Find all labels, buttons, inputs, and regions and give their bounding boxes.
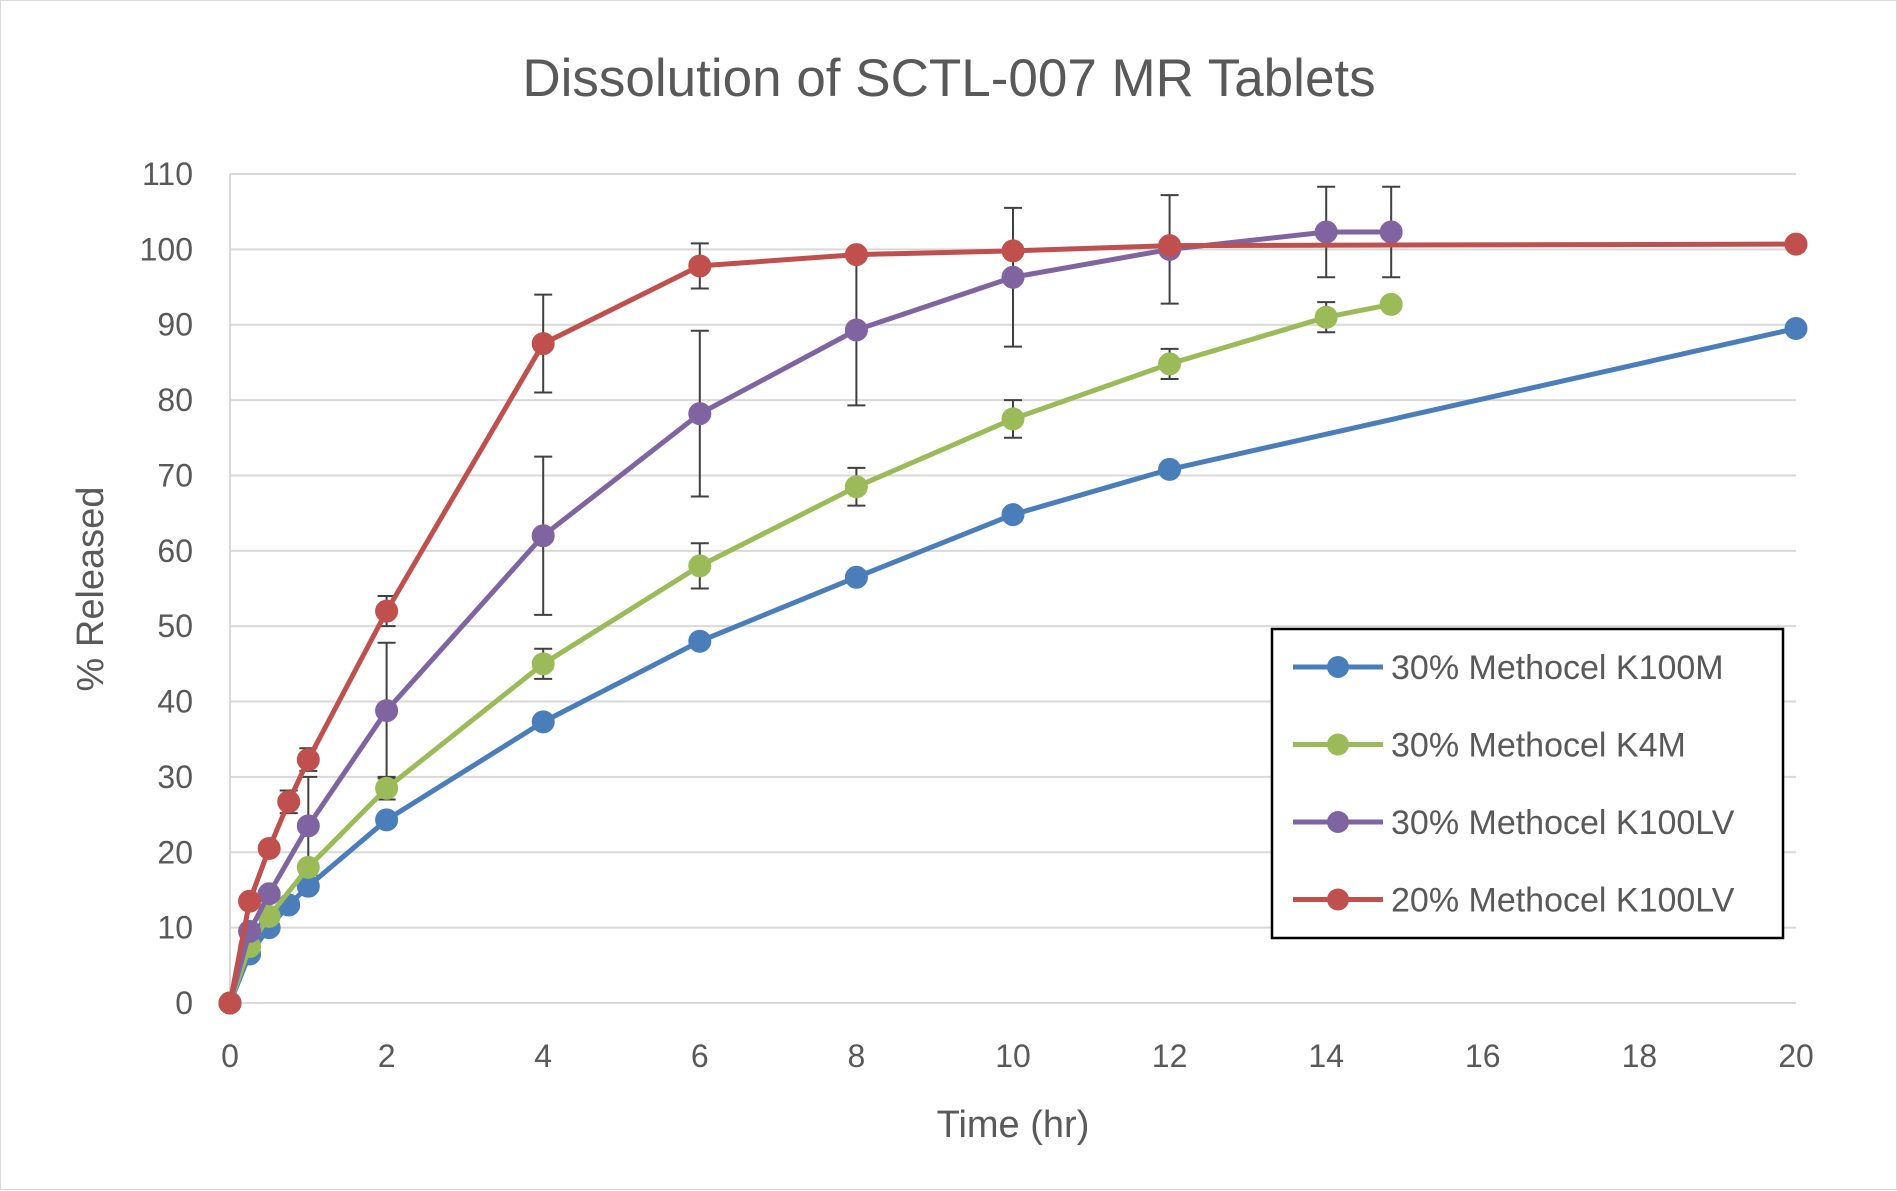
x-tick-label: 8 — [848, 1038, 866, 1074]
data-point — [1001, 503, 1025, 527]
y-tick-label: 90 — [157, 307, 193, 343]
data-point — [1379, 220, 1403, 244]
data-point — [1158, 352, 1182, 376]
y-tick-label: 30 — [157, 759, 193, 795]
data-point — [531, 524, 555, 548]
legend-item: 30% Methocel K100LV — [1293, 804, 1735, 842]
series-group — [218, 220, 1808, 1015]
legend-label: 20% Methocel K100LV — [1391, 882, 1735, 920]
legend: 30% Methocel K100M 30% Methocel K4M 30% Me… — [1270, 627, 1785, 940]
y-tick-label: 100 — [140, 231, 193, 267]
x-axis-title: Time (hr) — [937, 1104, 1090, 1146]
x-tick-label: 12 — [1152, 1038, 1188, 1074]
y-tick-label: 70 — [157, 457, 193, 493]
legend-swatch-marker — [1327, 656, 1349, 678]
series-4 — [218, 232, 1808, 1015]
data-point — [375, 776, 399, 800]
data-point — [1001, 265, 1025, 289]
y-tick-labels: 0 10 20 30 40 50 60 70 80 90 100 110 — [140, 156, 193, 1021]
y-tick-label: 50 — [157, 608, 193, 644]
data-point — [375, 808, 399, 832]
data-point — [844, 243, 868, 267]
legend-swatch-marker — [1327, 811, 1349, 833]
data-point — [1314, 220, 1338, 244]
legend-item: 30% Methocel K100M — [1293, 649, 1724, 687]
y-tick-label: 60 — [157, 533, 193, 569]
legend-item: 30% Methocel K4M — [1293, 727, 1686, 765]
legend-label: 30% Methocel K100M — [1391, 649, 1724, 687]
data-point — [1314, 305, 1338, 329]
x-tick-label: 14 — [1308, 1038, 1344, 1074]
x-tick-label: 2 — [378, 1038, 396, 1074]
data-point — [688, 554, 712, 578]
data-point — [375, 699, 399, 723]
data-point — [1784, 232, 1808, 256]
legend-box — [1270, 627, 1785, 940]
data-point — [688, 254, 712, 278]
data-point — [277, 790, 301, 814]
data-point — [531, 652, 555, 676]
data-point — [1001, 407, 1025, 431]
data-point — [531, 332, 555, 356]
y-tick-label: 0 — [175, 985, 193, 1021]
data-point — [844, 318, 868, 342]
x-tick-label: 0 — [221, 1038, 239, 1074]
data-point — [1379, 292, 1403, 316]
y-tick-label: 40 — [157, 684, 193, 720]
y-tick-label: 110 — [142, 156, 193, 192]
data-point — [1784, 316, 1808, 340]
data-point — [1001, 239, 1025, 263]
data-point — [257, 882, 281, 906]
data-point — [844, 475, 868, 499]
data-point — [296, 814, 320, 838]
legend-item: 20% Methocel K100LV — [1293, 882, 1735, 920]
data-point — [296, 855, 320, 879]
data-point — [218, 991, 242, 1015]
data-point — [375, 599, 399, 623]
legend-swatch-marker — [1327, 888, 1349, 911]
data-point — [531, 710, 555, 734]
data-point — [688, 402, 712, 426]
data-point — [688, 629, 712, 653]
y-tick-label: 10 — [157, 910, 193, 946]
x-tick-label: 4 — [534, 1038, 552, 1074]
x-tick-label: 20 — [1778, 1038, 1814, 1074]
legend-label: 30% Methocel K4M — [1391, 727, 1686, 765]
chart-title: Dissolution of SCTL-007 MR Tablets — [522, 49, 1375, 108]
data-point — [1158, 234, 1182, 258]
data-point — [296, 748, 320, 772]
series-3 — [218, 220, 1403, 1015]
y-axis-title: % Released — [70, 487, 112, 692]
x-tick-label: 6 — [691, 1038, 709, 1074]
series-2 — [218, 292, 1403, 1015]
x-tick-labels: 0 2 4 6 8 10 12 14 16 18 20 — [221, 1038, 1814, 1074]
x-tick-label: 16 — [1465, 1038, 1501, 1074]
data-point — [844, 565, 868, 589]
legend-swatch-marker — [1327, 733, 1349, 756]
data-point — [238, 889, 262, 913]
axes — [229, 174, 1796, 1004]
data-point — [257, 837, 281, 861]
data-point — [1158, 457, 1182, 481]
y-tick-label: 20 — [157, 834, 193, 870]
x-tick-label: 18 — [1622, 1038, 1658, 1074]
y-tick-label: 80 — [157, 382, 193, 418]
legend-label: 30% Methocel K100LV — [1391, 804, 1735, 842]
x-tick-label: 10 — [995, 1038, 1031, 1074]
error-bars — [279, 185, 1401, 876]
series-line — [227, 301, 1392, 1004]
